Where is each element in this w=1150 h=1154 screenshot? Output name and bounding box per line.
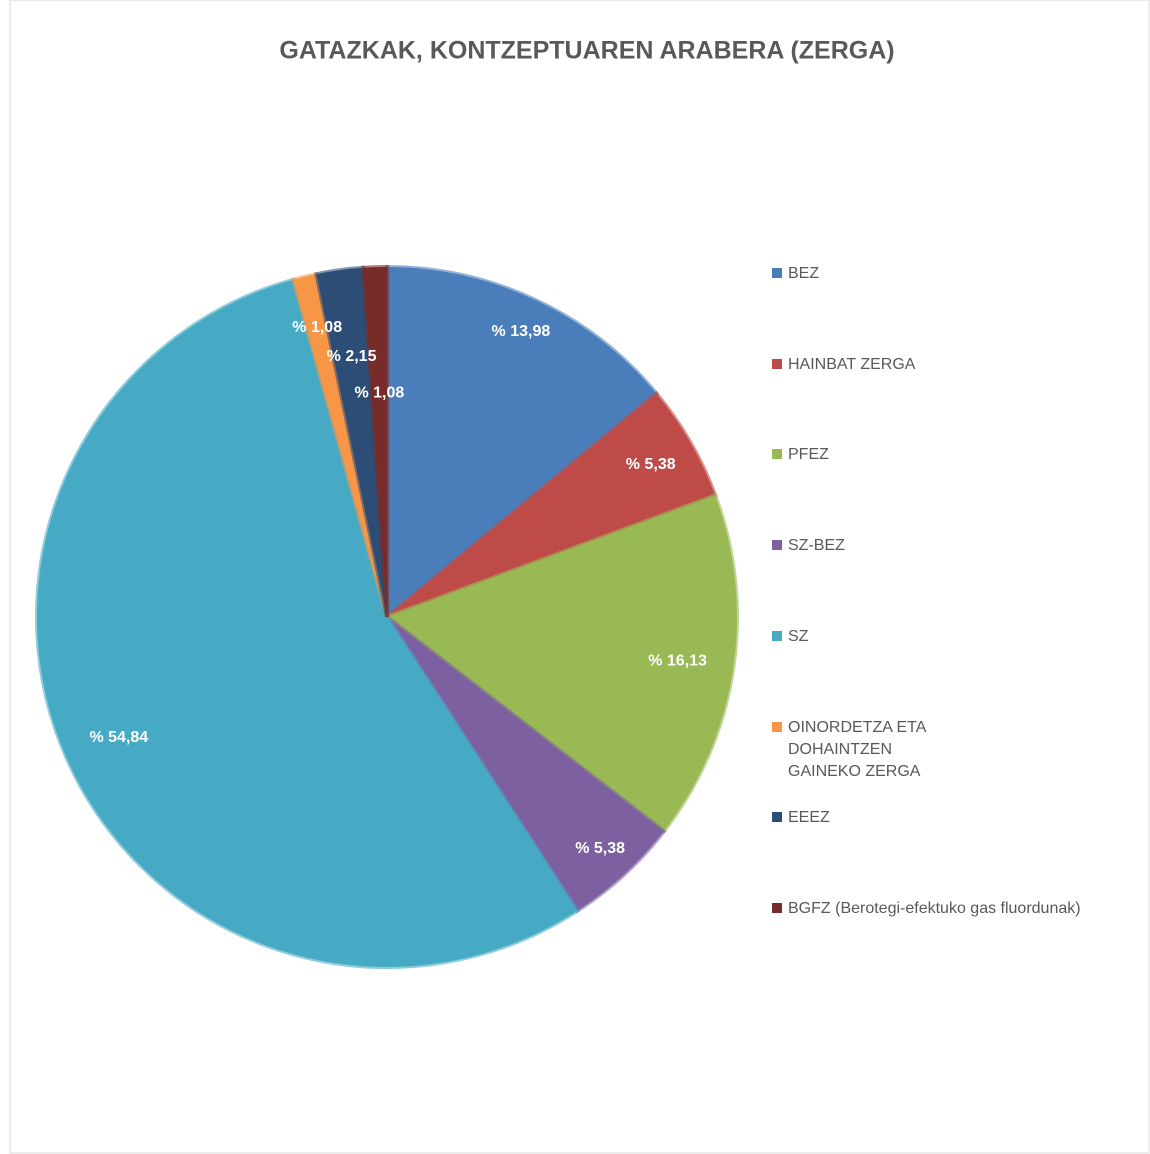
data-label: % 54,84 — [89, 729, 148, 746]
legend-label: OINORDETZA ETA DOHAINTZEN GAINEKO ZERGA — [788, 718, 926, 780]
legend-swatch — [772, 358, 782, 369]
legend-label: BGFZ (Berotegi-efektuko gas fluordunak) — [788, 899, 1081, 917]
legend-label: HAINBAT ZERGA — [788, 355, 916, 373]
legend-item: HAINBAT ZERGA — [772, 354, 968, 376]
data-label: % 5,38 — [575, 840, 625, 857]
data-label: % 1,08 — [292, 319, 342, 336]
data-label: % 1,08 — [354, 384, 404, 401]
legend-swatch — [772, 721, 782, 732]
legend-item: BGFZ (Berotegi-efektuko gas fluordunak) — [772, 898, 1148, 920]
legend-item: OINORDETZA ETA DOHAINTZEN GAINEKO ZERGA — [772, 717, 968, 783]
legend-item: BEZ — [772, 263, 968, 285]
legend-item: SZ-BEZ — [772, 535, 968, 557]
data-label: % 13,98 — [492, 323, 551, 340]
legend-item: SZ — [772, 626, 968, 648]
legend-item: EEEZ — [772, 807, 968, 829]
legend-swatch — [772, 902, 782, 913]
legend-label: BEZ — [788, 265, 820, 282]
legend-label: SZ — [788, 627, 809, 645]
data-label: % 5,38 — [626, 456, 676, 473]
data-label: % 2,15 — [327, 348, 377, 365]
legend-label: SZ-BEZ — [788, 537, 845, 555]
pie-slice — [385, 264, 660, 622]
legend-swatch — [772, 540, 782, 551]
legend-label: EEEZ — [788, 809, 830, 827]
pie-slice — [35, 277, 580, 969]
legend-label: PFEZ — [788, 446, 829, 464]
legend-swatch — [772, 449, 782, 460]
legend-swatch — [772, 630, 782, 641]
pie-slice — [382, 492, 739, 835]
chart-title: GATAZKAK, KONTZEPTUAREN ARABERA (ZERGA) — [279, 37, 894, 65]
data-label: % 16,13 — [648, 653, 707, 670]
pie-slice — [361, 264, 389, 618]
legend-swatch — [772, 268, 782, 278]
legend-swatch — [772, 812, 782, 823]
legend-item: PFEZ — [772, 444, 968, 466]
